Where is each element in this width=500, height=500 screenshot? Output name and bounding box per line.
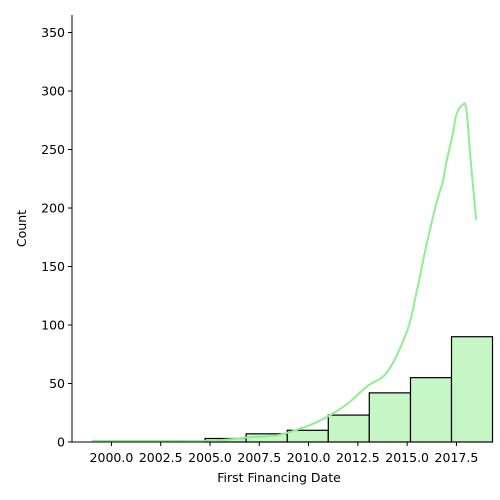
histogram-bar-10 [450,336,494,443]
y-tick-label: 100 [41,318,65,333]
x-tick-label: 2017.5 [435,450,479,465]
y-tick-label: 0 [57,435,65,450]
x-tick-label: 2010.0 [287,450,331,465]
bars-layer [204,336,494,443]
x-tick-label: 2000.0 [90,450,134,465]
x-tick-label: 2005.0 [188,450,232,465]
y-axis-title: Count [14,210,29,247]
y-tick-label: 50 [49,376,65,391]
y-tick-label: 200 [41,201,65,216]
y-tick-label: 300 [41,84,65,99]
y-tick-label: 250 [41,142,65,157]
x-tick-label: 2007.5 [237,450,281,465]
y-tick-label: 350 [41,25,65,40]
axes-layer: 0 50 100 150 200 250 300 350 2000.0 2002.5 2005.0 2… [41,15,486,465]
x-tick-label: 2002.5 [139,450,183,465]
x-tick-label: 2015.0 [385,450,429,465]
histogram-bar-9 [409,377,453,443]
x-axis-title: First Financing Date [217,470,341,485]
y-tick-label: 150 [41,259,65,274]
histogram-bar-8 [368,392,412,443]
x-tick-label: 2012.5 [336,450,380,465]
kde-curve [91,102,478,443]
kde-layer [91,102,478,443]
histogram-bar-7 [327,414,370,443]
